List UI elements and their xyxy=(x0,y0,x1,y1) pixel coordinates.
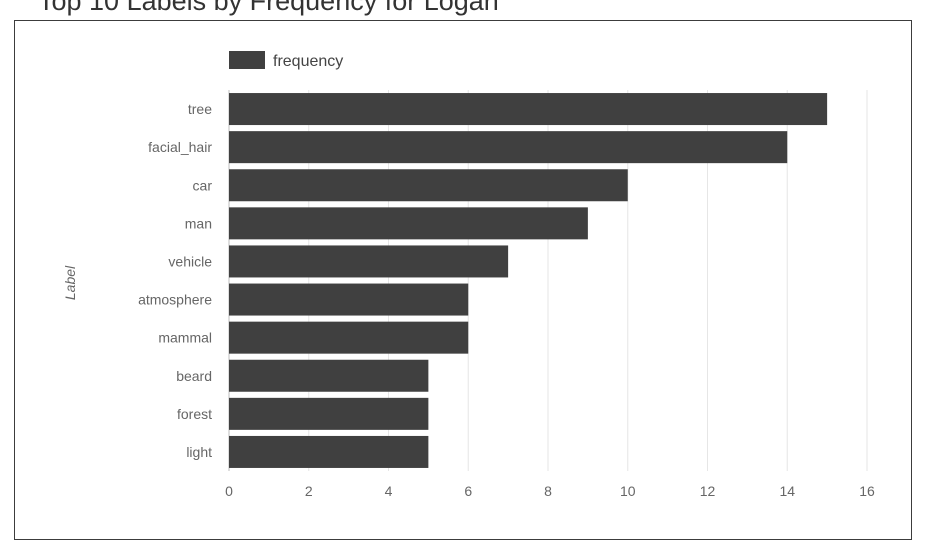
bar-light xyxy=(229,435,429,468)
y-tick-label: man xyxy=(185,215,212,231)
bar-forest xyxy=(229,397,429,430)
y-tick-label: vehicle xyxy=(168,253,212,269)
x-tick-label: 6 xyxy=(464,483,472,499)
bar-beard xyxy=(229,359,429,392)
x-tick-label: 12 xyxy=(700,483,716,499)
y-tick-label: forest xyxy=(177,406,212,422)
bar-atmosphere xyxy=(229,283,469,316)
y-tick-label: mammal xyxy=(158,330,212,346)
x-tick-label: 4 xyxy=(385,483,393,499)
bar-tree xyxy=(229,93,828,126)
legend-label: frequency xyxy=(273,53,343,70)
y-tick-label: beard xyxy=(176,368,212,384)
y-tick-label: car xyxy=(193,177,213,193)
y-tick-label: atmosphere xyxy=(138,292,212,308)
y-tick-label: facial_hair xyxy=(148,139,212,155)
x-tick-label: 16 xyxy=(859,483,875,499)
x-tick-label: 8 xyxy=(544,483,552,499)
bar-vehicle xyxy=(229,245,509,278)
bar-mammal xyxy=(229,321,469,354)
y-tick-label: light xyxy=(186,444,212,460)
legend: frequency xyxy=(229,51,343,70)
bars xyxy=(229,93,828,468)
bar-car xyxy=(229,169,628,202)
x-tick-label: 10 xyxy=(620,483,636,499)
y-tick-label: tree xyxy=(188,101,212,117)
x-tick-label: 0 xyxy=(225,483,233,499)
chart-title: Top 10 Labels by Frequency for Logan xyxy=(38,0,499,16)
bar-facial-hair xyxy=(229,131,788,164)
x-tick-label: 14 xyxy=(779,483,795,499)
x-tick-labels: 0 2 4 6 8 10 12 14 16 xyxy=(225,483,875,499)
legend-swatch xyxy=(229,51,265,69)
bar-man xyxy=(229,207,588,240)
x-tick-label: 2 xyxy=(305,483,313,499)
y-axis-label: Label xyxy=(62,265,78,300)
